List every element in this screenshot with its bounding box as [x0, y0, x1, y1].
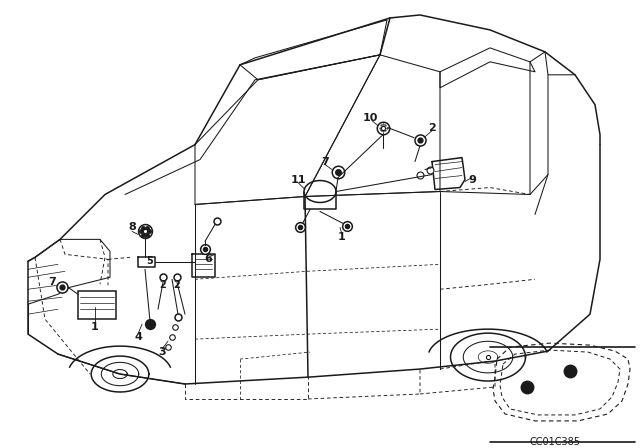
Text: 9: 9: [468, 175, 476, 185]
Text: 4: 4: [134, 332, 142, 342]
Text: 7: 7: [48, 277, 56, 287]
Text: CC01C385: CC01C385: [529, 437, 580, 447]
Text: 5: 5: [147, 256, 154, 266]
Text: 10: 10: [362, 113, 378, 123]
FancyBboxPatch shape: [78, 291, 116, 319]
Text: 2: 2: [428, 123, 436, 133]
Ellipse shape: [304, 181, 336, 202]
Text: 8: 8: [128, 222, 136, 233]
Text: 1: 1: [91, 322, 99, 332]
Text: 7: 7: [321, 157, 329, 167]
Text: 2: 2: [159, 280, 166, 290]
Text: 11: 11: [291, 175, 306, 185]
Text: 2: 2: [173, 280, 180, 290]
Text: 6: 6: [204, 254, 212, 264]
Text: 3: 3: [158, 347, 166, 357]
Text: 1: 1: [338, 233, 346, 242]
